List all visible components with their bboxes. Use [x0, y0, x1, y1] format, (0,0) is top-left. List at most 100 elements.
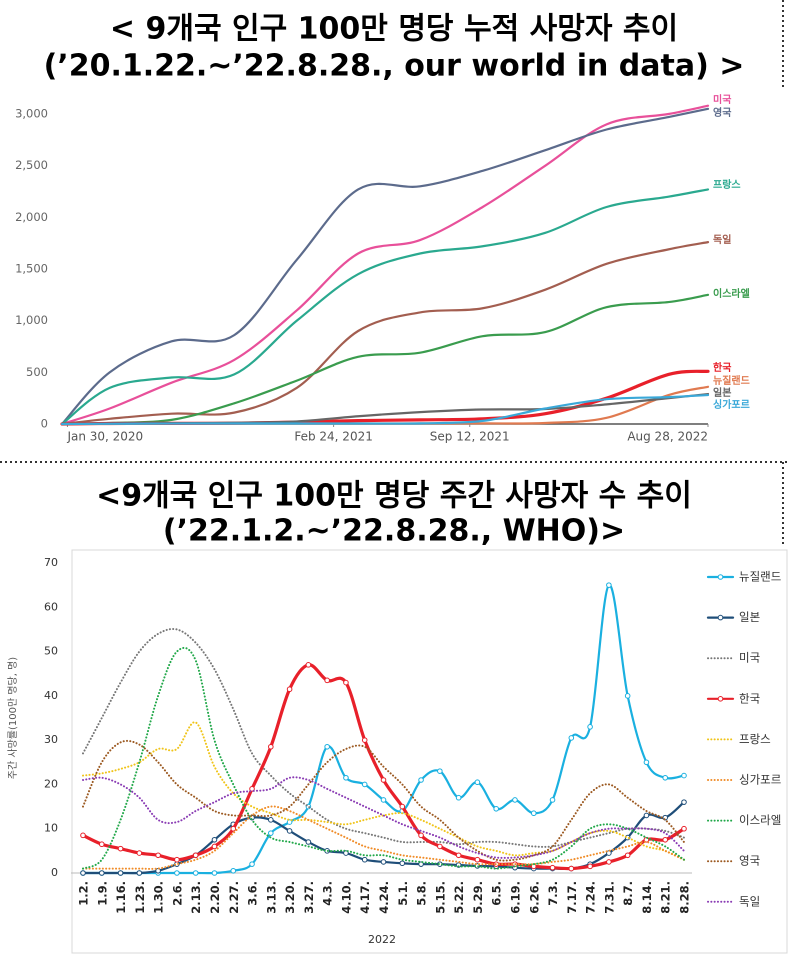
chart-subtitle: (’20.1.22.~’22.8.28., our world in data)… [44, 49, 745, 84]
series-marker [80, 870, 86, 876]
y-tick-label: 60 [44, 600, 58, 613]
legend-label: 프랑스 [739, 732, 771, 746]
legend-label: 한국 [739, 691, 760, 705]
x-tick-label: 8.21. [659, 881, 673, 914]
x-tick-label: 4.24. [377, 881, 391, 914]
x-tick-label: 7.31. [602, 881, 616, 914]
x-tick-label: 6.26. [527, 881, 541, 914]
series-marker [380, 797, 387, 803]
legend-label: 일본 [739, 610, 760, 624]
chart-title: <9개국 인구 100만 명당 주간 사망자 수 추이 [96, 479, 692, 514]
series-marker [343, 679, 349, 686]
series-marker [606, 859, 612, 865]
x-tick-label: Sep 12, 2021 [430, 430, 510, 444]
legend-marker [717, 574, 724, 580]
series-marker [80, 832, 86, 839]
series-marker [662, 774, 669, 781]
series-marker [643, 759, 650, 766]
series-marker [211, 843, 218, 850]
series-marker [681, 772, 687, 779]
series-line [82, 739, 685, 862]
x-tick-label: 3.27. [302, 881, 316, 914]
series-marker [268, 830, 274, 836]
series-marker [211, 836, 218, 843]
series-marker [418, 832, 424, 839]
series-marker [681, 825, 687, 832]
series-marker [587, 724, 593, 730]
series-marker [474, 856, 481, 863]
x-tick-label: 3.13. [264, 881, 278, 914]
series-marker [174, 856, 180, 863]
x-tick-label: 5.15. [433, 881, 447, 914]
series-end-label: 미국 [713, 93, 731, 106]
series-marker [361, 856, 368, 863]
y-tick-label: 50 [44, 645, 58, 658]
series-marker [174, 870, 180, 876]
series-line [60, 107, 710, 426]
series-end-label: 영국 [713, 106, 731, 119]
series-line [60, 393, 710, 426]
y-tick-label: 0 [51, 866, 58, 879]
series-marker [361, 781, 368, 788]
y-tick-label: 3,000 [15, 107, 48, 121]
series-marker [624, 852, 631, 859]
x-tick-label: 6.5. [490, 881, 504, 906]
x-tick-label: 2.6. [170, 881, 184, 906]
series-end-label: 일본 [713, 386, 731, 399]
series-line [82, 721, 685, 861]
x-tick-label: 4.17. [358, 881, 372, 914]
series-marker [286, 819, 293, 825]
legend-label: 뉴질랜드 [739, 570, 781, 584]
series-marker [568, 865, 575, 872]
x-tick-label: 3.6. [246, 881, 260, 906]
series-marker [117, 845, 124, 852]
series-marker [192, 870, 199, 876]
x-tick-label: 5.22. [452, 881, 466, 914]
series-marker [249, 786, 255, 792]
x-tick-label: 5.1. [396, 881, 410, 906]
series-marker [343, 850, 349, 856]
series-marker [380, 859, 387, 865]
legend-label: 싱가포르 [739, 773, 781, 787]
x-tick-label: 3.20. [283, 881, 297, 914]
series-marker [399, 860, 406, 867]
series-marker [98, 841, 105, 848]
x-tick-label: 1.23. [133, 881, 147, 914]
series-marker [155, 852, 161, 859]
y-tick-label: 20 [44, 777, 58, 790]
series-marker [380, 777, 387, 783]
legend-label: 이스라엘 [739, 813, 781, 827]
y-tick-label: 2,500 [15, 158, 48, 172]
series-line [60, 188, 710, 426]
series-end-label: 뉴질랜드 [713, 374, 750, 387]
series-marker [493, 805, 499, 812]
legend-marker [717, 696, 724, 702]
series-line [82, 627, 685, 848]
series-marker [437, 768, 443, 774]
y-tick-label: 30 [44, 733, 58, 746]
y-tick-label: 1,500 [15, 262, 48, 276]
series-marker [286, 828, 293, 834]
series-marker [343, 774, 349, 781]
series-marker [117, 870, 124, 876]
series-marker [230, 825, 237, 832]
chart-subtitle: (’22.1.2.~’22.8.28., WHO)> [163, 514, 625, 549]
x-axis-label: 2022 [368, 933, 396, 946]
x-tick-label: 4.10. [339, 881, 353, 914]
series-end-label: 프랑스 [713, 179, 741, 191]
series-line [60, 293, 710, 426]
series-marker [324, 677, 330, 684]
series-marker [399, 803, 406, 810]
chart-frame [71, 549, 788, 954]
series-marker [192, 852, 199, 859]
series-end-label: 싱가포르 [713, 398, 750, 411]
x-tick-label: 1.9. [95, 881, 109, 906]
series-marker [286, 686, 293, 693]
series-marker [268, 743, 274, 750]
series-marker [136, 870, 143, 876]
series-marker [643, 812, 650, 819]
series-marker [418, 777, 424, 783]
y-axis-label: 주간 사망률(100만 명당, 명) [7, 657, 19, 780]
series-marker [662, 836, 669, 843]
series-line [60, 104, 710, 426]
